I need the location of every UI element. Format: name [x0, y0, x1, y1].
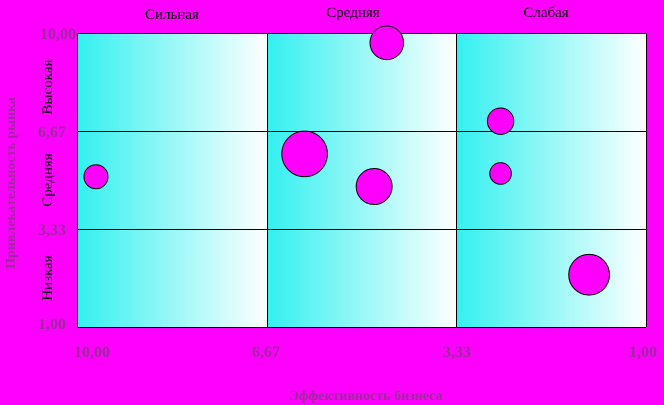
row-label-medium: Средняя — [40, 153, 56, 207]
y-axis-title: Привлекательность рынка — [4, 97, 19, 269]
bubble-point — [369, 25, 405, 61]
x-tick-label: 1,00 — [629, 344, 657, 361]
bubble-point — [486, 107, 515, 135]
row-label-low: Низкая — [40, 255, 56, 301]
plot-column-background — [77, 33, 267, 327]
y-tick-label: 6,67 — [38, 124, 66, 141]
plot-column-background — [456, 33, 646, 327]
column-label-strong: Сильная — [145, 7, 199, 23]
bubble-point — [568, 253, 610, 296]
y-tick-label: 3,33 — [38, 222, 66, 239]
bubble-point — [489, 162, 512, 185]
row-label-high: Высокая — [40, 59, 56, 114]
bubbles — [83, 25, 610, 296]
chart-labels: Сильная Средняя Слабая 10,00 6,67 3,33 1… — [4, 5, 657, 404]
column-label-medium: Средняя — [326, 5, 380, 21]
x-tick-label: 10,00 — [74, 344, 110, 361]
y-tick-label: 1,00 — [38, 316, 66, 333]
bubble-point — [83, 164, 109, 190]
grid-lines — [77, 33, 647, 328]
x-axis-title: Эффективность бизнеса — [289, 389, 442, 404]
bubble-point — [355, 168, 393, 206]
x-tick-label: 3,33 — [443, 344, 471, 361]
y-tick-label: 10,00 — [40, 26, 76, 43]
x-tick-label: 6,67 — [252, 344, 280, 361]
column-label-weak: Слабая — [523, 5, 568, 21]
bubble-point — [281, 130, 328, 178]
